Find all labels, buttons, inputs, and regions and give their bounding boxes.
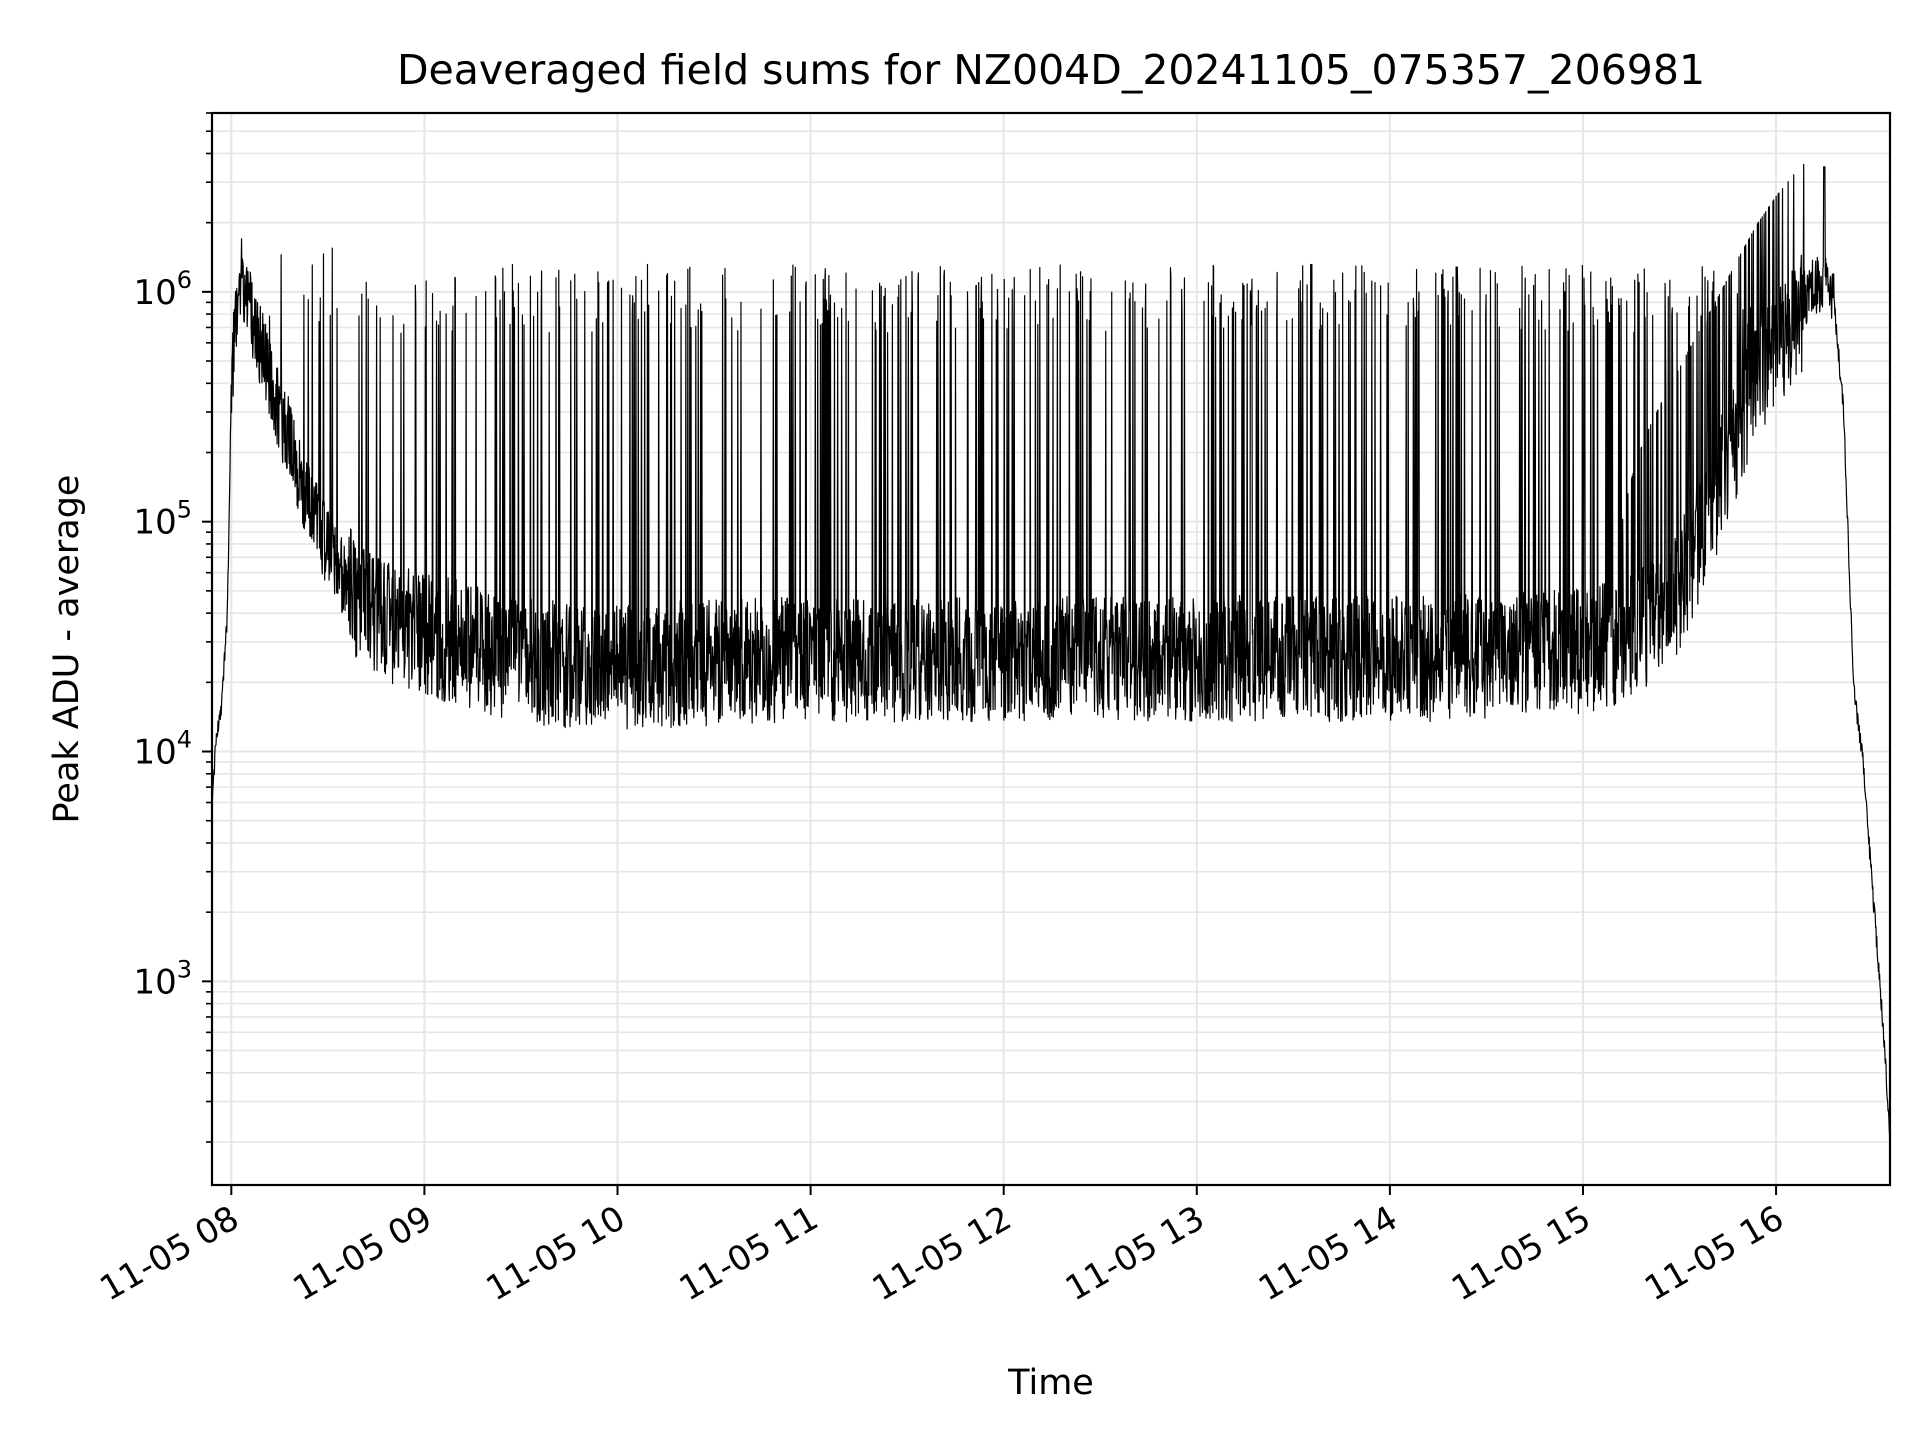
y-tick-label: 104 xyxy=(133,726,192,773)
y-tick-label: 105 xyxy=(133,496,192,543)
series-line xyxy=(212,163,1890,1138)
x-axis-label: Time xyxy=(1007,1363,1094,1403)
series-layer xyxy=(212,163,1890,1138)
plot-area-frame xyxy=(210,111,1892,1187)
y-axis-label: Peak ADU - average xyxy=(47,475,87,824)
y-tick-label: 103 xyxy=(133,955,192,1002)
chart-title: Deaveraged field sums for NZ004D_2024110… xyxy=(397,46,1705,94)
y-axis: 103 104 105 106 xyxy=(133,112,212,1143)
y-tick-label: 106 xyxy=(133,266,192,313)
